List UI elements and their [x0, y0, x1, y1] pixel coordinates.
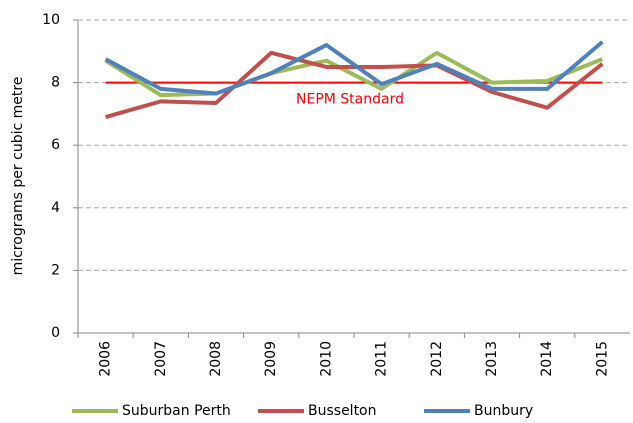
y-tick-label: 6: [51, 137, 60, 153]
x-tick-label: 2008: [208, 341, 224, 377]
x-tick-label: 2006: [98, 341, 114, 377]
y-axis-label: micrograms per cubic metre: [10, 77, 26, 276]
x-tick-label: 2014: [539, 341, 555, 377]
y-tick-label: 10: [42, 12, 60, 28]
x-tick-label: 2012: [429, 341, 445, 377]
x-tick-label: 2015: [594, 341, 610, 377]
legend-label: Busselton: [308, 403, 377, 419]
legend-label: Bunbury: [474, 403, 533, 419]
legend-label: Suburban Perth: [122, 403, 231, 419]
x-tick-label: 2009: [263, 341, 279, 377]
y-tick-label: 2: [51, 262, 60, 278]
series-line: [104, 50, 604, 98]
y-tick-label: 0: [51, 325, 60, 341]
x-tick-label: 2010: [318, 341, 334, 377]
x-tick-label: 2011: [374, 341, 390, 377]
y-tick-label: 8: [51, 75, 60, 91]
standard-label: NEPM Standard: [296, 92, 404, 108]
y-tick-label: 4: [51, 200, 60, 216]
x-tick-label: 2013: [484, 341, 500, 377]
x-tick-label: 2007: [153, 341, 169, 377]
series-line: [104, 40, 604, 96]
